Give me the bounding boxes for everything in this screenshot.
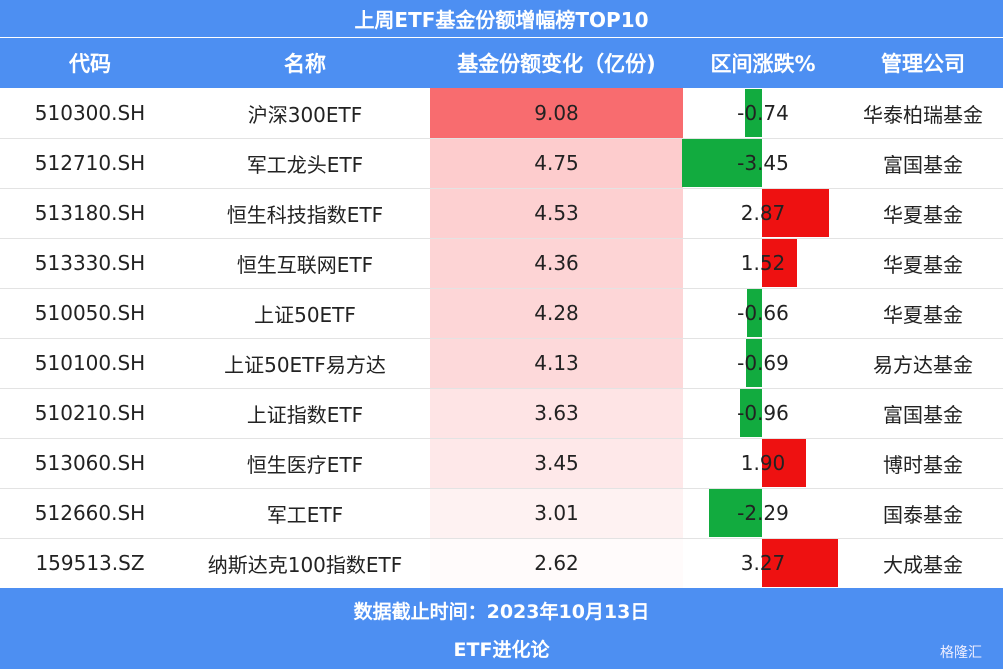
source: ETF进化论 bbox=[453, 638, 550, 661]
manager: 华夏基金 bbox=[883, 202, 963, 227]
heat-cell bbox=[430, 338, 683, 388]
row-divider bbox=[0, 388, 1003, 389]
name: 军工ETF bbox=[266, 502, 344, 527]
pct-change: -0.66 bbox=[737, 301, 789, 325]
heat-cell bbox=[430, 138, 683, 188]
watermark: 格隆汇 bbox=[940, 645, 982, 661]
pct-bar bbox=[682, 139, 762, 187]
pct-bar bbox=[762, 239, 798, 287]
pct-change: -0.74 bbox=[737, 101, 789, 125]
manager: 博时基金 bbox=[883, 452, 963, 477]
footer-band: 数据截止时间：2023年10月13日 ETF进化论 格隆汇 bbox=[0, 588, 1003, 669]
code: 512660.SH bbox=[34, 501, 146, 525]
share-change: 2.62 bbox=[534, 551, 579, 575]
pct-change: 1.90 bbox=[740, 451, 786, 475]
pct-bar bbox=[762, 189, 829, 237]
pct-change: -3.45 bbox=[737, 151, 789, 175]
pct-bar bbox=[708, 489, 762, 537]
pct-change: 3.27 bbox=[740, 551, 786, 575]
row-divider bbox=[0, 538, 1003, 539]
column-header: 基金份额变化（亿份) bbox=[457, 52, 656, 76]
code: 510100.SH bbox=[34, 351, 146, 375]
pct-bar bbox=[744, 89, 762, 137]
share-change: 4.53 bbox=[534, 201, 579, 225]
title: 上周ETF基金份额增幅榜TOP10 bbox=[354, 8, 649, 32]
heat-cell bbox=[430, 438, 683, 488]
row-divider bbox=[0, 438, 1003, 439]
share-change: 4.28 bbox=[534, 301, 579, 325]
pct-bar bbox=[762, 439, 807, 487]
manager: 华泰柏瑞基金 bbox=[863, 102, 983, 127]
pct-bar bbox=[746, 339, 762, 387]
column-header: 代码 bbox=[69, 52, 111, 76]
code: 513330.SH bbox=[34, 251, 146, 275]
row-divider bbox=[0, 188, 1003, 189]
manager: 国泰基金 bbox=[883, 502, 963, 527]
name: 纳斯达克100指数ETF bbox=[207, 552, 403, 577]
pct-bar bbox=[746, 289, 762, 337]
code: 513060.SH bbox=[34, 451, 146, 475]
share-change: 4.36 bbox=[534, 251, 579, 275]
column-header: 名称 bbox=[284, 52, 326, 76]
share-change: 4.75 bbox=[534, 151, 579, 175]
pct-change: -0.69 bbox=[737, 351, 789, 375]
code: 510050.SH bbox=[34, 301, 146, 325]
name: 沪深300ETF bbox=[247, 102, 363, 127]
name: 上证50ETF易方达 bbox=[224, 352, 386, 377]
pct-change: 1.52 bbox=[740, 251, 786, 275]
name: 上证指数ETF bbox=[246, 402, 364, 427]
heat-cell bbox=[430, 538, 683, 588]
code: 512710.SH bbox=[34, 151, 146, 175]
pct-change: -2.29 bbox=[737, 501, 789, 525]
name: 恒生医疗ETF bbox=[246, 452, 364, 477]
name: 上证50ETF bbox=[254, 302, 356, 327]
manager: 易方达基金 bbox=[873, 352, 973, 377]
manager: 华夏基金 bbox=[883, 252, 963, 277]
code: 159513.SZ bbox=[35, 551, 145, 575]
manager: 大成基金 bbox=[883, 552, 963, 577]
code: 513180.SH bbox=[34, 201, 146, 225]
header-band: 上周ETF基金份额增幅榜TOP10 bbox=[0, 0, 1003, 88]
name: 恒生科技指数ETF bbox=[226, 202, 384, 227]
row-divider bbox=[0, 338, 1003, 339]
share-change: 3.45 bbox=[534, 451, 579, 475]
title-divider bbox=[0, 37, 1003, 38]
pct-bar bbox=[762, 539, 838, 587]
column-header: 区间涨跌% bbox=[710, 52, 816, 76]
name: 恒生互联网ETF bbox=[236, 252, 374, 277]
heat-cell bbox=[430, 288, 683, 338]
heat-cell bbox=[430, 238, 683, 288]
manager: 富国基金 bbox=[883, 402, 963, 427]
pct-change: 2.87 bbox=[740, 201, 786, 225]
heat-cell bbox=[430, 88, 683, 138]
row-divider bbox=[0, 138, 1003, 139]
column-header: 管理公司 bbox=[881, 52, 965, 76]
share-change: 9.08 bbox=[534, 101, 579, 125]
code: 510210.SH bbox=[34, 401, 146, 425]
manager: 富国基金 bbox=[883, 152, 963, 177]
share-change: 3.63 bbox=[534, 401, 579, 425]
pct-change: -0.96 bbox=[737, 401, 789, 425]
share-change: 3.01 bbox=[534, 501, 579, 525]
pct-bar bbox=[739, 389, 762, 437]
row-divider bbox=[0, 238, 1003, 239]
code: 510300.SH bbox=[34, 101, 146, 125]
date-note: 数据截止时间：2023年10月13日 bbox=[353, 600, 650, 623]
row-divider bbox=[0, 288, 1003, 289]
name: 军工龙头ETF bbox=[246, 152, 364, 177]
heat-cell bbox=[430, 488, 683, 538]
heat-cell bbox=[430, 188, 683, 238]
share-change: 4.13 bbox=[534, 351, 579, 375]
heat-cell bbox=[430, 388, 683, 438]
row-divider bbox=[0, 488, 1003, 489]
manager: 华夏基金 bbox=[883, 302, 963, 327]
